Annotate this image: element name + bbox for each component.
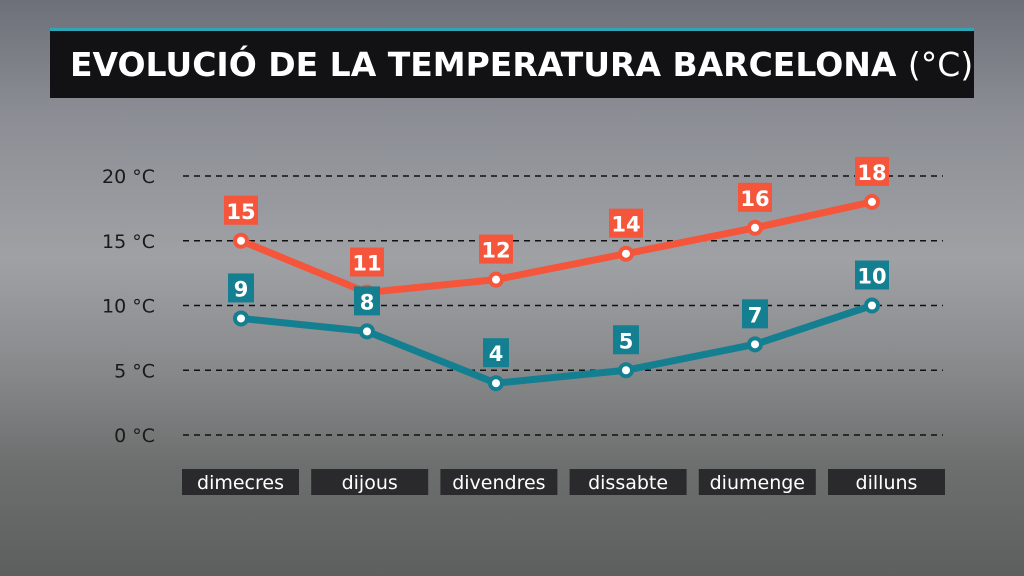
data-point [747, 219, 763, 236]
data-point [233, 310, 249, 327]
data-label: 8 [360, 290, 375, 314]
data-point [618, 362, 634, 379]
data-label-box [738, 182, 772, 212]
data-point [864, 193, 880, 210]
day-label: dissabte [588, 472, 668, 494]
data-label-box [855, 260, 889, 290]
y-tick-label: 20 °C [102, 166, 155, 188]
day-label: dimecres [197, 472, 284, 494]
day-label-box [569, 469, 687, 495]
data-label-box [350, 247, 384, 277]
data-label-box [354, 286, 380, 316]
data-point [864, 297, 880, 314]
day-label-box [182, 469, 299, 495]
title-unit: (°C) [907, 45, 974, 84]
data-label-box [479, 234, 513, 264]
data-label-box [228, 273, 254, 303]
data-label: 18 [857, 161, 886, 185]
day-label: dilluns [856, 472, 918, 494]
y-tick-label: 0 °C [114, 425, 155, 447]
y-tick-label: 5 °C [114, 360, 155, 382]
day-label: dijous [342, 472, 398, 494]
day-label: diumenge [710, 472, 805, 494]
data-label: 9 [234, 277, 249, 301]
data-label-box [483, 338, 509, 368]
data-point [488, 375, 504, 392]
day-label: divendres [452, 472, 545, 494]
data-label-box [742, 299, 768, 329]
title-text: EVOLUCIÓ DE LA TEMPERATURA BARCELONA [70, 45, 897, 84]
data-label: 12 [481, 239, 510, 263]
data-point [359, 323, 375, 340]
title-bar: EVOLUCIÓ DE LA TEMPERATURA BARCELONA (°C… [50, 28, 974, 98]
data-point [618, 245, 634, 262]
data-label: 14 [611, 213, 640, 237]
data-label-box [224, 195, 258, 225]
y-tick-label: 10 °C [102, 296, 155, 318]
day-label-box [698, 469, 816, 495]
day-label-box [440, 469, 558, 495]
data-label-box [855, 156, 889, 186]
data-label-box [613, 325, 639, 355]
series-line-1 [237, 302, 876, 387]
data-label: 4 [489, 342, 504, 366]
data-label: 15 [226, 200, 255, 224]
day-label-box [828, 469, 945, 495]
data-label: 16 [740, 187, 769, 211]
data-label: 5 [619, 329, 634, 353]
data-point [233, 232, 249, 249]
data-label: 7 [748, 303, 763, 327]
data-point [488, 271, 504, 288]
chart-title: EVOLUCIÓ DE LA TEMPERATURA BARCELONA (°C… [70, 45, 973, 84]
data-label: 11 [352, 252, 381, 276]
series-line-0 [237, 198, 876, 297]
data-label: 10 [857, 265, 886, 289]
data-point [747, 336, 763, 353]
day-label-box [311, 469, 429, 495]
data-label-box [609, 208, 643, 238]
y-tick-label: 15 °C [102, 231, 155, 253]
